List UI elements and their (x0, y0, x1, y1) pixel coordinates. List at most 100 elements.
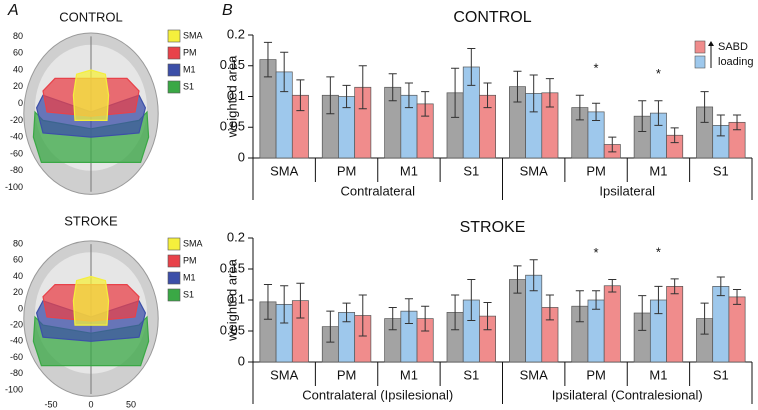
legend-label: M1 (183, 272, 196, 282)
error-bar (608, 136, 617, 153)
x-tick-label: S1 (713, 367, 729, 382)
error-bar (342, 84, 351, 109)
legend-label: S1 (183, 289, 194, 299)
region-sma (72, 69, 110, 122)
chart-title: STROKE (460, 219, 526, 236)
x-tick-label: SMA (520, 163, 549, 178)
y-tick-label: 0.2 (227, 229, 245, 244)
map-y-tick-label: 60 (13, 255, 23, 265)
map-y-tick-label: -20 (10, 115, 23, 125)
legend-label: S1 (183, 81, 194, 91)
y-tick-label: 0.05 (220, 119, 245, 134)
map-y-tick-label: -40 (10, 336, 23, 346)
error-bar (700, 91, 709, 123)
error-bar (263, 41, 273, 78)
error-bar (404, 82, 413, 109)
x-tick-label: M1 (649, 367, 667, 382)
legend-swatch (167, 271, 181, 285)
x-tick-label: SMA (520, 367, 549, 382)
error-bar (732, 114, 742, 131)
bar (666, 286, 684, 363)
error-bar (670, 127, 679, 144)
legend-label: PM (183, 255, 197, 265)
x-tick-label: PM (337, 367, 357, 382)
error-bar (513, 70, 522, 103)
map-y-tick-label: 60 (13, 48, 23, 58)
error-bar (388, 73, 397, 102)
error-bar (296, 79, 305, 112)
x-tick-label: SMA (270, 367, 299, 382)
error-bar (467, 279, 476, 321)
map-title: STROKE (64, 213, 118, 228)
panel-label: B (222, 2, 233, 19)
error-bar (608, 279, 617, 293)
error-bar (654, 100, 663, 126)
map-y-tick-label: -80 (10, 165, 23, 175)
bar (712, 286, 730, 363)
map-y-tick-label: 80 (13, 31, 23, 41)
x-tick-label: M1 (649, 163, 667, 178)
error-bar (483, 301, 492, 331)
map-y-tick-label: 40 (13, 64, 23, 74)
legend-label: SABD (718, 41, 748, 53)
map-x-tick-label: 50 (126, 399, 136, 409)
error-bar (280, 51, 289, 93)
error-bar (700, 302, 709, 335)
y-tick-label: 0.1 (227, 291, 245, 306)
error-bar (483, 82, 492, 109)
map-y-tick-label: 80 (13, 238, 23, 248)
error-bar (529, 74, 538, 113)
legend-swatch (167, 237, 181, 251)
legend-swatch (694, 55, 706, 69)
x-tick-label: M1 (400, 163, 418, 178)
error-bar (638, 295, 647, 331)
error-bar (575, 94, 584, 121)
error-bar (716, 276, 725, 297)
error-bar (670, 278, 679, 295)
error-bar (513, 265, 522, 294)
map-y-tick-label: -60 (10, 148, 23, 158)
bar (728, 296, 746, 363)
error-bar (326, 310, 335, 343)
error-bar (263, 284, 273, 320)
map-x-tick-label: -50 (44, 399, 57, 409)
x-tick-label: M1 (400, 367, 418, 382)
y-tick-label: 0.15 (220, 57, 245, 72)
error-bar (280, 285, 289, 324)
error-bar (388, 306, 397, 331)
group-label: Contralateral (Ipsilesional) (302, 387, 453, 402)
map-title: CONTROL (59, 9, 123, 24)
x-tick-label: SMA (270, 163, 299, 178)
y-tick-label: 0.15 (220, 260, 245, 275)
error-bar (451, 67, 460, 118)
x-tick-label: S1 (463, 367, 479, 382)
error-bar (638, 100, 647, 133)
group-label: Ipsilateral (Contralesional) (552, 387, 703, 402)
significance-marker: * (656, 66, 661, 81)
error-bar (575, 290, 584, 323)
map-y-tick-label: 40 (13, 271, 23, 281)
legend-swatch (167, 63, 181, 77)
legend-swatch (167, 288, 181, 302)
x-tick-label: PM (586, 367, 606, 382)
x-tick-label: S1 (713, 163, 729, 178)
significance-marker: * (656, 244, 661, 259)
error-bar (358, 65, 367, 110)
error-bar (529, 259, 538, 292)
map-y-tick-label: -40 (10, 132, 23, 142)
group-label: Contralateral (341, 183, 416, 198)
y-tick-label: 0 (238, 149, 245, 164)
y-axis-label: weighted area (224, 258, 239, 341)
x-tick-label: S1 (463, 163, 479, 178)
y-tick-label: 0 (238, 353, 245, 368)
map-x-tick-label: 0 (88, 399, 93, 409)
map-y-tick-label: 0 (18, 98, 23, 108)
error-bar (451, 294, 460, 331)
panel-label: A (7, 2, 19, 19)
y-tick-label: 0.2 (227, 26, 245, 41)
error-bar (654, 285, 663, 315)
chart-title: CONTROL (453, 9, 531, 26)
group-label: Ipsilateral (599, 183, 655, 198)
map-y-tick-label: -80 (10, 368, 23, 378)
